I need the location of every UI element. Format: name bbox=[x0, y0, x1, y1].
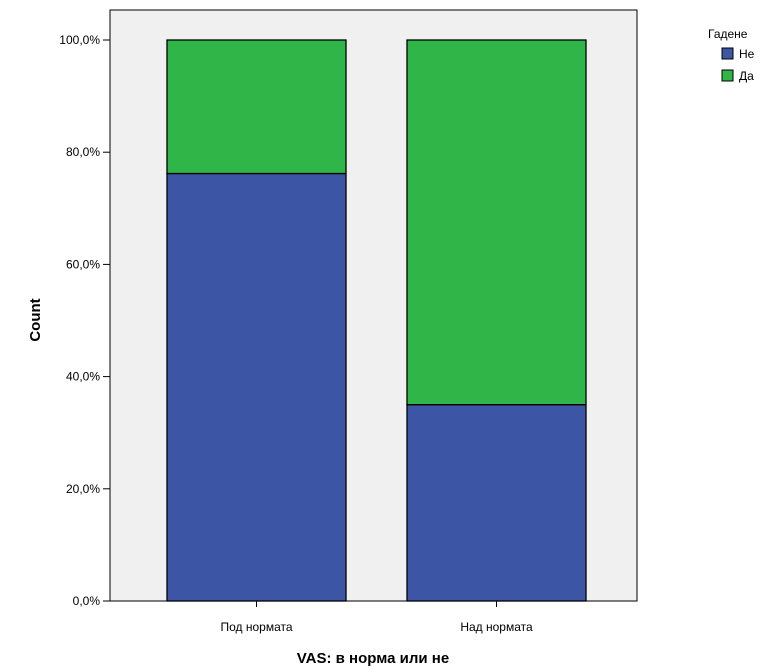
y-tick-label: 20,0% bbox=[66, 482, 100, 496]
legend-label: Не bbox=[739, 47, 755, 61]
y-axis: 0,0% 20,0% 40,0% 60,0% 80,0% 100,0% bbox=[59, 33, 110, 608]
y-tick-label: 40,0% bbox=[66, 370, 100, 384]
y-tick-label: 0,0% bbox=[73, 594, 101, 608]
legend-label: Да bbox=[739, 69, 754, 83]
legend-swatch bbox=[721, 47, 734, 60]
y-tick-label: 100,0% bbox=[59, 33, 100, 47]
bars-group bbox=[166, 39, 587, 602]
bar-segment bbox=[166, 39, 347, 175]
y-tick-label: 80,0% bbox=[66, 145, 100, 159]
bar-segment bbox=[406, 403, 587, 602]
x-tick-label: Под нормата bbox=[220, 620, 292, 634]
y-axis-title: Count bbox=[27, 298, 44, 341]
x-axis-title: VAS: в норма или не bbox=[297, 650, 449, 667]
legend-title: Гадене bbox=[708, 27, 748, 41]
bar-segment bbox=[166, 172, 347, 602]
legend-swatch bbox=[721, 69, 734, 82]
y-tick-label: 60,0% bbox=[66, 257, 100, 271]
x-tick-label: Над нормата bbox=[460, 620, 533, 634]
bar-segment bbox=[406, 39, 587, 406]
legend: Гадене Не Да bbox=[708, 27, 755, 83]
x-axis: Под нормата Над нормата bbox=[220, 601, 533, 634]
